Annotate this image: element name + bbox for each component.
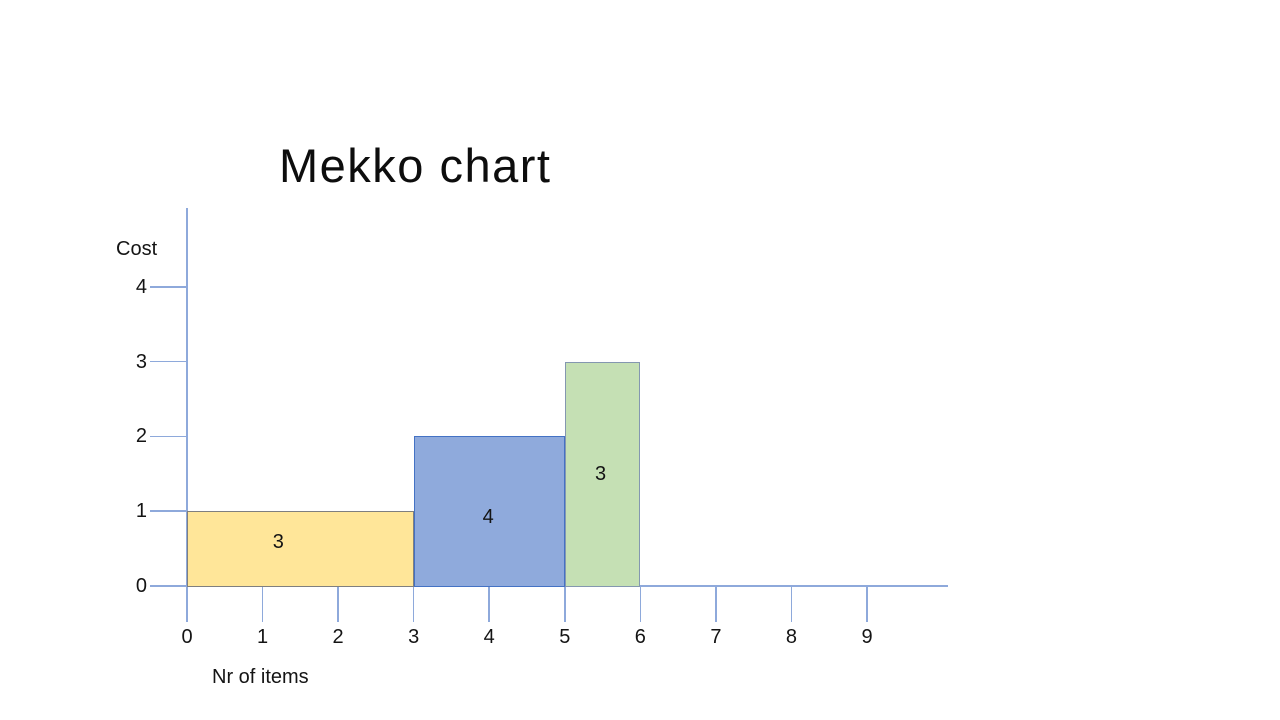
x-tick-label: 9 xyxy=(861,626,873,648)
y-tick-label: 3 xyxy=(135,350,147,373)
mekko-bar-segment-1 xyxy=(187,511,414,587)
x-axis-tick xyxy=(790,586,793,622)
x-axis-tick xyxy=(261,586,264,622)
x-axis-tick xyxy=(715,586,717,622)
chart-title: Mekko chart xyxy=(279,139,552,192)
x-axis-title: Nr of items xyxy=(212,666,309,688)
x-tick-label: 8 xyxy=(785,626,798,648)
mekko-bar-segment-3 xyxy=(564,361,641,587)
bar-value-label: 3 xyxy=(272,530,284,553)
y-axis-title: Cost xyxy=(116,238,158,260)
x-tick-label: 3 xyxy=(408,626,420,648)
x-tick-label: 2 xyxy=(332,626,344,648)
bar-value-label: 4 xyxy=(482,506,494,529)
y-tick-label: 1 xyxy=(135,500,147,523)
x-tick-label: 7 xyxy=(710,626,722,648)
x-axis-tick xyxy=(866,586,868,622)
x-tick-label: 6 xyxy=(634,626,646,648)
y-axis-tick xyxy=(150,435,187,438)
x-tick-label: 4 xyxy=(483,626,495,648)
y-axis-tick xyxy=(150,360,187,363)
y-axis-tick xyxy=(150,510,187,512)
x-axis-tick xyxy=(412,586,415,622)
y-tick-label: 2 xyxy=(135,425,147,448)
mekko-bar-segment-2 xyxy=(413,436,565,587)
x-axis-tick xyxy=(639,586,642,622)
x-axis-tick xyxy=(564,586,566,622)
x-tick-label: 5 xyxy=(559,626,571,648)
y-tick-label: 4 xyxy=(135,275,147,298)
y-axis-tick xyxy=(150,585,187,587)
bar-value-label: 3 xyxy=(595,462,607,485)
x-axis-tick xyxy=(488,586,490,622)
x-axis-tick xyxy=(337,586,339,622)
x-tick-label: 0 xyxy=(181,626,193,648)
x-tick-label: 1 xyxy=(256,626,269,648)
y-tick-label: 0 xyxy=(135,575,147,597)
y-axis-tick xyxy=(150,286,187,288)
y-axis-line xyxy=(186,208,188,587)
x-axis-tick xyxy=(186,586,188,622)
